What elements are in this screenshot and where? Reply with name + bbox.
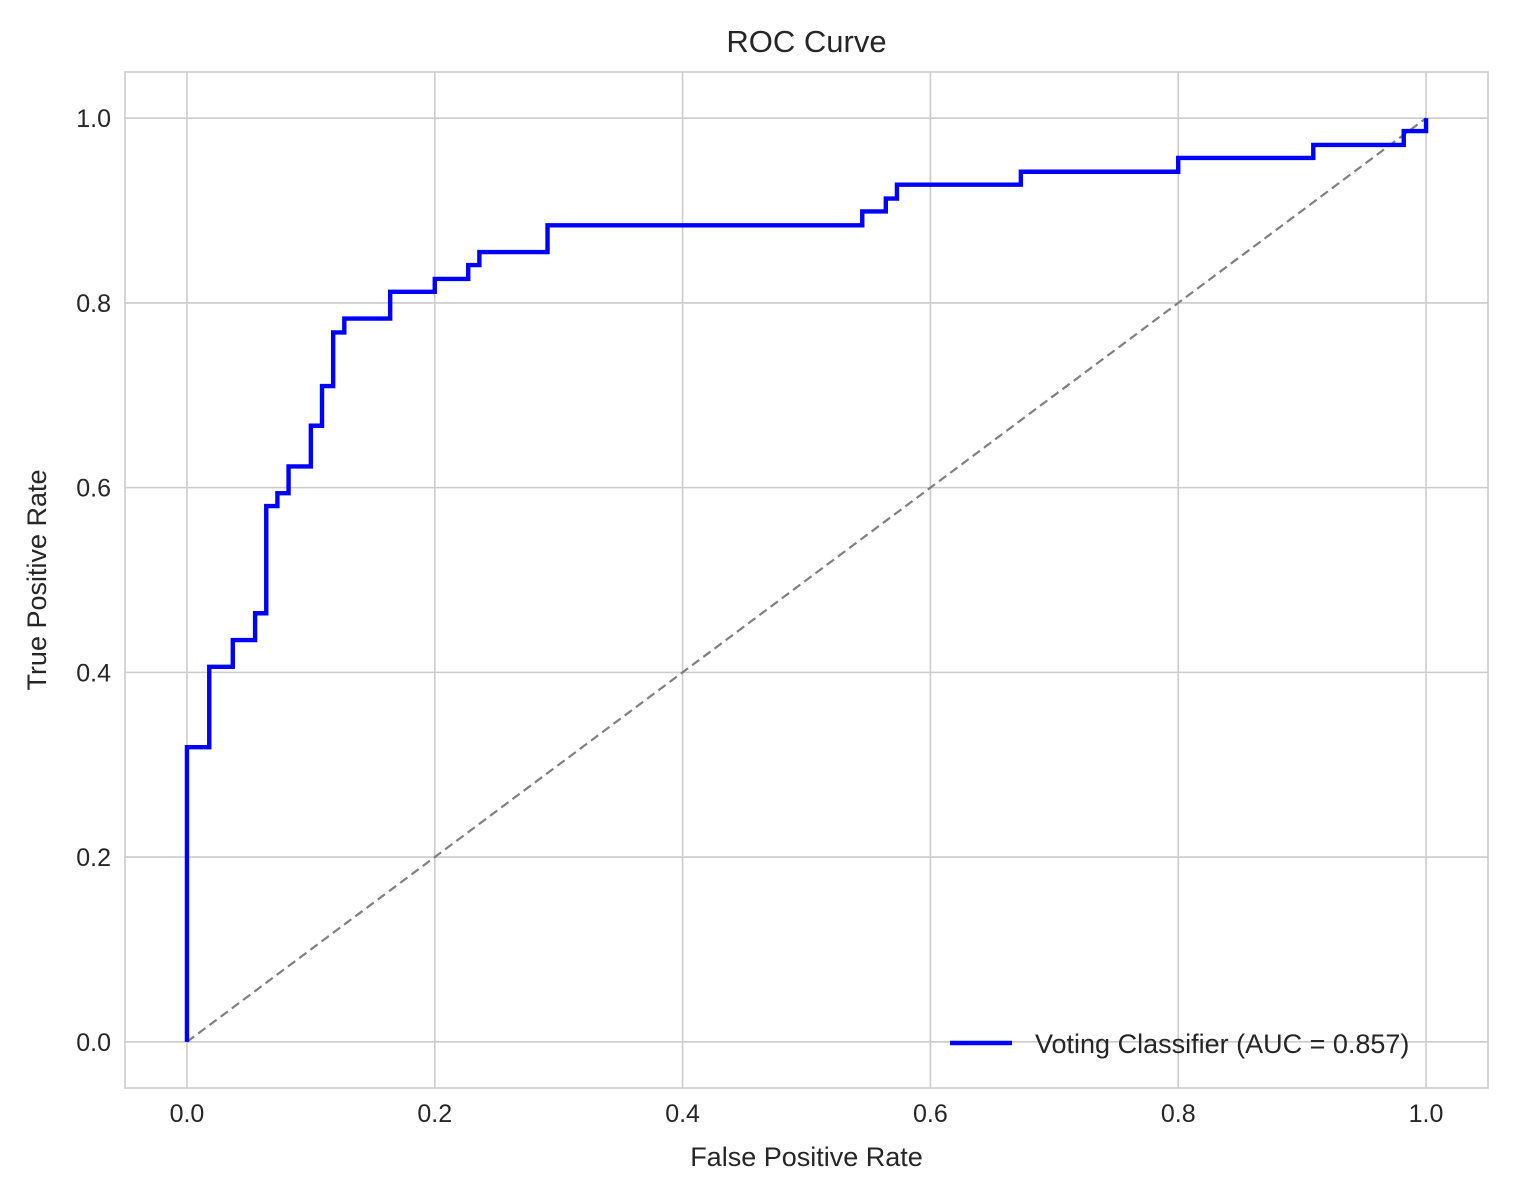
roc-curve-line [184,118,1429,1042]
grid [125,72,1488,1088]
plot-frame [124,71,1489,1089]
y-tick-label: 0.4 [76,659,111,687]
y-tick-label: 0.2 [76,844,111,872]
y-tick-label: 0.8 [76,290,111,318]
y-axis-title: True Positive Rate [22,469,52,690]
x-tick-label: 0.0 [170,1100,205,1128]
y-tick-labels: 0.0 0.2 0.4 0.6 0.8 1.0 [76,105,111,1057]
chance-line [186,117,1427,1043]
x-tick-label: 0.4 [665,1100,700,1128]
series-layer [184,117,1429,1043]
y-tick-label: 0.0 [76,1029,111,1057]
legend: Voting Classifier (AUC = 0.857) [950,1029,1409,1059]
x-tick-label: 0.8 [1161,1100,1196,1128]
x-axis-title: False Positive Rate [690,1142,923,1172]
chart-title: ROC Curve [726,24,886,59]
x-tick-label: 0.6 [913,1100,948,1128]
x-tick-label: 0.2 [417,1100,452,1128]
x-tick-labels: 0.0 0.2 0.4 0.6 0.8 1.0 [170,1100,1444,1128]
y-tick-label: 0.6 [76,475,111,503]
x-tick-label: 1.0 [1409,1100,1444,1128]
y-tick-label: 1.0 [76,105,111,133]
legend-label-voting-classifier: Voting Classifier (AUC = 0.857) [1035,1029,1409,1059]
